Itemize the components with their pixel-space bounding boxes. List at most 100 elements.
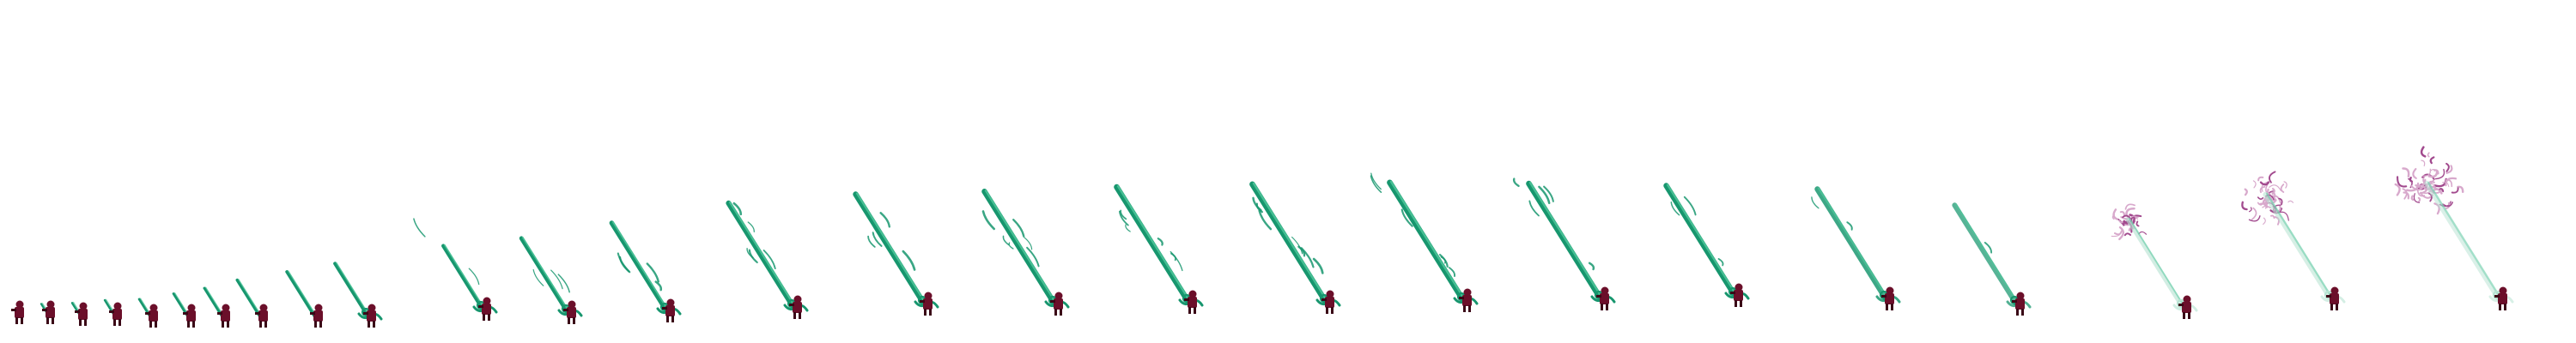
hero-leg-left	[187, 321, 190, 328]
hero-body	[46, 307, 55, 318]
energy-wisp	[2248, 207, 2252, 213]
blade-core	[519, 236, 570, 315]
hero-body	[367, 310, 376, 322]
hero-arm	[2012, 300, 2017, 303]
energy-wisp	[2125, 207, 2136, 217]
sprite-frame-2	[39, 300, 55, 324]
hero-head	[2183, 295, 2191, 304]
hero-head	[666, 298, 675, 307]
energy-wisp	[2263, 217, 2266, 226]
sprite-frame-22	[1811, 186, 1901, 310]
hero-body	[923, 298, 933, 310]
energy-wisp	[2111, 227, 2123, 238]
hero-leg-left	[15, 317, 18, 324]
hero-arm	[563, 309, 568, 311]
energy-spark	[872, 232, 883, 247]
blade-core	[203, 286, 223, 317]
hero-character	[1730, 283, 1743, 307]
energy-wisp	[2394, 183, 2401, 196]
energy-wisp	[2442, 202, 2453, 208]
energy-spark	[1008, 242, 1014, 250]
hero-body	[186, 310, 196, 322]
hero-head	[368, 304, 376, 312]
energy-spark	[1528, 200, 1540, 217]
energy-wisp	[2451, 187, 2459, 194]
energy-spark	[1119, 210, 1129, 226]
blade-core	[981, 189, 1058, 307]
hero-leg-left	[1601, 304, 1603, 310]
hero-head	[15, 300, 24, 309]
hero-body	[665, 305, 675, 316]
hero-head	[2499, 286, 2507, 295]
hero-leg-left	[1326, 307, 1328, 314]
hero-leg-right	[21, 317, 23, 324]
hero-leg-right	[84, 319, 87, 326]
sprite-frame-7	[203, 286, 230, 328]
energy-spark	[654, 280, 663, 292]
blade-core	[441, 244, 485, 311]
sprite-frame-12	[519, 236, 583, 324]
energy-spark	[1811, 196, 1820, 209]
hero-body	[793, 302, 802, 313]
energy-wisp	[2257, 202, 2263, 206]
hero-body	[1188, 297, 1197, 308]
sword-blade	[285, 270, 317, 317]
hero-body	[221, 310, 230, 322]
energy-spark	[981, 210, 995, 231]
energy-spark	[1448, 267, 1455, 277]
energy-wisp	[2402, 167, 2410, 178]
hero-leg-right	[1740, 300, 1742, 307]
energy-wisp	[2278, 197, 2283, 206]
blade-edge	[521, 237, 570, 312]
hero-character	[2178, 295, 2191, 319]
energy-wisp	[2136, 220, 2140, 227]
energy-wisp	[2397, 176, 2408, 188]
hero-head	[314, 304, 323, 312]
hero-body	[78, 309, 88, 320]
blade-edge	[205, 286, 224, 316]
energy-spark	[1440, 256, 1446, 264]
blade-core	[609, 220, 669, 313]
hero-leg-left	[2016, 309, 2019, 316]
hero-character	[1596, 286, 1609, 310]
sprite-frame-19	[1370, 172, 1479, 312]
hero-leg-left	[924, 309, 927, 316]
hero-leg-left	[1735, 300, 1737, 307]
hero-leg-left	[79, 319, 82, 326]
energy-wisp	[2457, 185, 2464, 194]
hero-arm	[1321, 298, 1327, 301]
hero-leg-left	[2499, 304, 2501, 310]
energy-spark	[1370, 175, 1382, 193]
blade-edge	[2128, 218, 2185, 307]
blade-core	[726, 200, 797, 310]
hero-body	[2015, 298, 2025, 310]
energy-spark	[1512, 178, 1520, 188]
energy-wisp	[2415, 178, 2427, 187]
energy-spark	[1291, 236, 1303, 255]
energy-spark	[762, 250, 776, 269]
energy-spark	[867, 235, 876, 248]
blade-edge	[611, 221, 669, 310]
hero-character	[145, 304, 158, 328]
hero-arm	[1050, 300, 1055, 303]
sprite-frame-9	[285, 270, 323, 328]
hero-head	[924, 292, 933, 300]
sprite-frame-4	[103, 298, 122, 326]
energy-wisp	[2427, 152, 2430, 158]
hero-body	[112, 309, 122, 320]
blade-core	[1952, 202, 2019, 306]
hero-arm	[145, 312, 150, 315]
sprite-frame-6	[172, 292, 196, 328]
hero-arm	[2178, 304, 2184, 306]
hero-leg-left	[666, 316, 669, 322]
energy-wisp	[2420, 146, 2427, 158]
hero-leg-right	[2021, 309, 2024, 316]
energy-spark	[879, 212, 890, 228]
hero-head	[568, 300, 576, 309]
hero-character	[563, 300, 576, 324]
hero-arm	[1881, 295, 1886, 298]
energy-spark	[646, 262, 659, 283]
energy-spark	[1312, 257, 1324, 274]
hero-leg-right	[52, 317, 54, 324]
energy-spark	[747, 221, 755, 232]
